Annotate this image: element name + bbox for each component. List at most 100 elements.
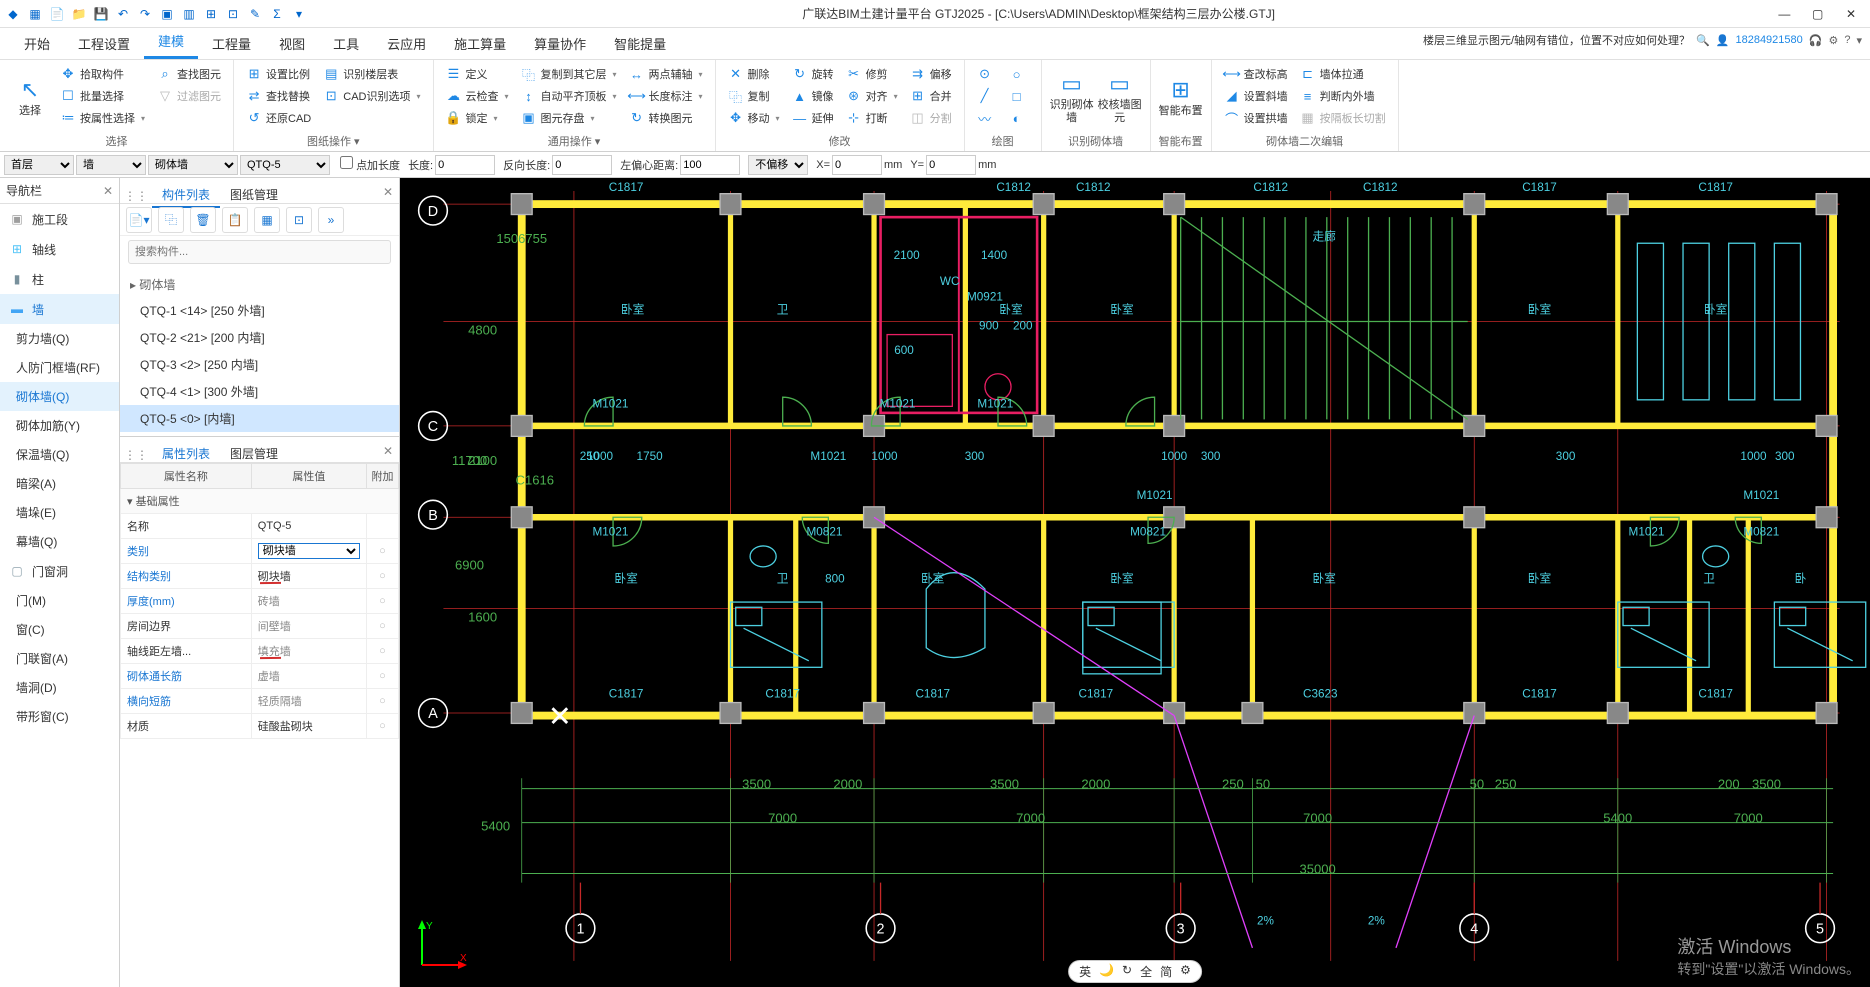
nav-item-1[interactable]: ⊞轴线 — [0, 234, 119, 264]
menu-tab-7[interactable]: 施工算量 — [440, 28, 520, 59]
nav-sub-1[interactable]: 人防门框墙(RF) — [0, 353, 119, 382]
nav-item-3[interactable]: ▬墙 — [0, 294, 119, 324]
minimize-button[interactable]: — — [1769, 7, 1799, 21]
paste-component-button[interactable]: 📋 — [222, 207, 248, 233]
prop-value-8[interactable]: 硅酸盐砌块 — [251, 714, 366, 739]
qat-icon-5[interactable]: ✎ — [246, 5, 264, 23]
ribbon-item-3-0-2[interactable]: ✥移动▾ — [724, 108, 784, 128]
ribbon-item-2-1-2[interactable]: ▣图元存盘▾ — [517, 108, 621, 128]
ribbon-item-1-0-0[interactable]: ⊞设置比例 — [242, 64, 315, 84]
component-group-header[interactable]: ▸ 砌体墙 — [120, 272, 399, 297]
component-close-icon[interactable]: ✕ — [377, 181, 399, 203]
nav-sub2-2[interactable]: 门联窗(A) — [0, 644, 119, 673]
help-hint[interactable]: 楼层三维显示图元/轴网有错位，位置不对应如何处理？ — [1423, 32, 1690, 48]
ribbon-item-3-1-0[interactable]: ↻旋转 — [788, 64, 838, 84]
component-btn-6[interactable]: ⊡ — [286, 207, 312, 233]
qat-icon-2[interactable]: ▥ — [180, 5, 198, 23]
comp-item-0[interactable]: QTQ-1 <14> [250 外墙] — [120, 297, 399, 324]
nav-sub2-0[interactable]: 门(M) — [0, 586, 119, 615]
drawing-canvas[interactable]: 3500200035002000700070007000540070003500… — [400, 178, 1870, 987]
ribbon-item-4-1-1[interactable]: □ — [1005, 86, 1033, 106]
nav-sub-2[interactable]: 砌体墙(Q) — [0, 382, 119, 411]
prop-value-7[interactable]: 轻质隔墙 — [251, 689, 366, 714]
menu-tab-6[interactable]: 云应用 — [373, 28, 440, 59]
nav-sub2-3[interactable]: 墙洞(D) — [0, 673, 119, 702]
prop-attach-7[interactable]: ○ — [367, 689, 399, 714]
prop-value-1[interactable]: 砌块墙 — [251, 539, 366, 564]
ribbon-item-2-1-1[interactable]: ↕自动平齐顶板▾ — [517, 86, 621, 106]
comp-item-4[interactable]: QTQ-5 <0> [内墙] — [120, 405, 399, 432]
qat-folder-icon[interactable]: 📁 — [70, 5, 88, 23]
qat-dropdown-icon[interactable]: ▾ — [290, 5, 308, 23]
comp-item-3[interactable]: QTQ-4 <1> [300 外墙] — [120, 378, 399, 405]
ribbon-item-7-0-2[interactable]: ⌒设置拱墙 — [1220, 108, 1292, 128]
prop-value-4[interactable]: 间壁墙 — [251, 614, 366, 639]
new-component-button[interactable]: 📄▾ — [126, 207, 152, 233]
status-item-5[interactable]: ⚙ — [1180, 963, 1191, 980]
prop-drag-handle-icon[interactable]: ⋮⋮ — [120, 448, 152, 462]
prop-value-6[interactable]: 虚墙 — [251, 664, 366, 689]
type1-select[interactable]: 墙 — [76, 155, 146, 175]
menu-tab-4[interactable]: 视图 — [265, 28, 319, 59]
comp-item-1[interactable]: QTQ-2 <21> [200 内墙] — [120, 324, 399, 351]
ribbon-item-0-0-1[interactable]: ☐批量选择 — [56, 86, 149, 106]
ribbon-item-3-2-1[interactable]: ⊛对齐▾ — [842, 86, 902, 106]
delete-component-button[interactable]: 🗑 — [190, 207, 216, 233]
ribbon-item-3-3-1[interactable]: ⊞合并 — [906, 86, 956, 106]
ribbon-big-5-1[interactable]: ▭校核墙图元 — [1098, 64, 1142, 131]
property-close-icon[interactable]: ✕ — [377, 440, 399, 462]
cad-drawing[interactable]: 3500200035002000700070007000540070003500… — [400, 178, 1870, 987]
y-input[interactable] — [926, 155, 976, 175]
ribbon-item-0-0-2[interactable]: ≔按属性选择▾ — [56, 108, 149, 128]
layer-component-button[interactable]: ▦ — [254, 207, 280, 233]
ribbon-big-5-0[interactable]: ▭识别砌体墙 — [1050, 64, 1094, 131]
prop-attach-0[interactable] — [367, 514, 399, 539]
menu-dropdown-icon[interactable]: ▾ — [1856, 34, 1862, 47]
qat-redo-icon[interactable]: ↷ — [136, 5, 154, 23]
status-item-3[interactable]: 全 — [1140, 963, 1152, 980]
copy-component-button[interactable]: ⿻ — [158, 207, 184, 233]
nav-sub-7[interactable]: 幕墙(Q) — [0, 527, 119, 556]
status-bar[interactable]: 英🌙↻全简⚙ — [1068, 960, 1202, 983]
revlen-input[interactable] — [552, 155, 612, 175]
menu-tab-8[interactable]: 算量协作 — [520, 28, 600, 59]
ribbon-item-0-1-0[interactable]: ⌕查找图元 — [153, 64, 225, 84]
ribbon-item-1-0-2[interactable]: ↺还原CAD — [242, 108, 315, 128]
menu-tab-3[interactable]: 工程量 — [198, 28, 265, 59]
close-button[interactable]: ✕ — [1836, 7, 1866, 21]
qat-save-icon[interactable]: 💾 — [92, 5, 110, 23]
nav-sub-6[interactable]: 墙垛(E) — [0, 498, 119, 527]
nav-sub2-1[interactable]: 窗(C) — [0, 615, 119, 644]
prop-attach-6[interactable]: ○ — [367, 664, 399, 689]
ribbon-item-7-0-1[interactable]: ◢设置斜墙 — [1220, 86, 1292, 106]
ribbon-item-2-2-2[interactable]: ↻转换图元 — [625, 108, 707, 128]
ribbon-item-3-0-1[interactable]: ⿻复制 — [724, 86, 784, 106]
component-more-button[interactable]: » — [318, 207, 344, 233]
ribbon-item-3-2-0[interactable]: ✂修剪 — [842, 64, 902, 84]
help-icon[interactable]: ? — [1844, 34, 1850, 46]
nav-sub-4[interactable]: 保温墙(Q) — [0, 440, 119, 469]
qat-undo-icon[interactable]: ↶ — [114, 5, 132, 23]
ribbon-item-4-1-0[interactable]: ○ — [1005, 64, 1033, 84]
ribbon-item-3-2-2[interactable]: ⊹打断 — [842, 108, 902, 128]
ribbon-item-2-1-0[interactable]: ⿻复制到其它层▾ — [517, 64, 621, 84]
ribbon-item-7-1-0[interactable]: ⊏墙体拉通 — [1296, 64, 1390, 84]
qat-icon-4[interactable]: ⊡ — [224, 5, 242, 23]
ribbon-item-4-0-0[interactable]: ⊙ — [973, 64, 1001, 84]
ribbon-item-2-0-0[interactable]: ☰定义 — [442, 64, 513, 84]
ribbon-item-3-1-2[interactable]: —延伸 — [788, 108, 838, 128]
dianjia-check[interactable]: 点加长度 — [340, 156, 400, 173]
nav-close-icon[interactable]: ✕ — [103, 184, 113, 198]
nav-item-0[interactable]: ▣施工段 — [0, 204, 119, 234]
qat-new-icon[interactable]: ▦ — [26, 5, 44, 23]
menu-tab-2[interactable]: 建模 — [144, 25, 198, 59]
prop-attach-3[interactable]: ○ — [367, 589, 399, 614]
type2-select[interactable]: 砌体墙 — [148, 155, 238, 175]
status-item-2[interactable]: ↻ — [1122, 963, 1132, 980]
ribbon-item-2-2-1[interactable]: ⟷长度标注▾ — [625, 86, 707, 106]
prop-attach-5[interactable]: ○ — [367, 639, 399, 664]
ribbon-item-1-0-1[interactable]: ⇄查找替换 — [242, 86, 315, 106]
ribbon-item-2-2-0[interactable]: ↔两点辅轴▾ — [625, 64, 707, 84]
ribbon-big-6-0[interactable]: ⊞智能布置 — [1159, 64, 1203, 131]
menu-tab-1[interactable]: 工程设置 — [64, 28, 144, 59]
